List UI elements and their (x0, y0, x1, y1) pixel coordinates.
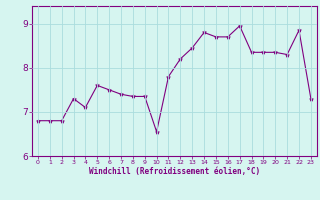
X-axis label: Windchill (Refroidissement éolien,°C): Windchill (Refroidissement éolien,°C) (89, 167, 260, 176)
